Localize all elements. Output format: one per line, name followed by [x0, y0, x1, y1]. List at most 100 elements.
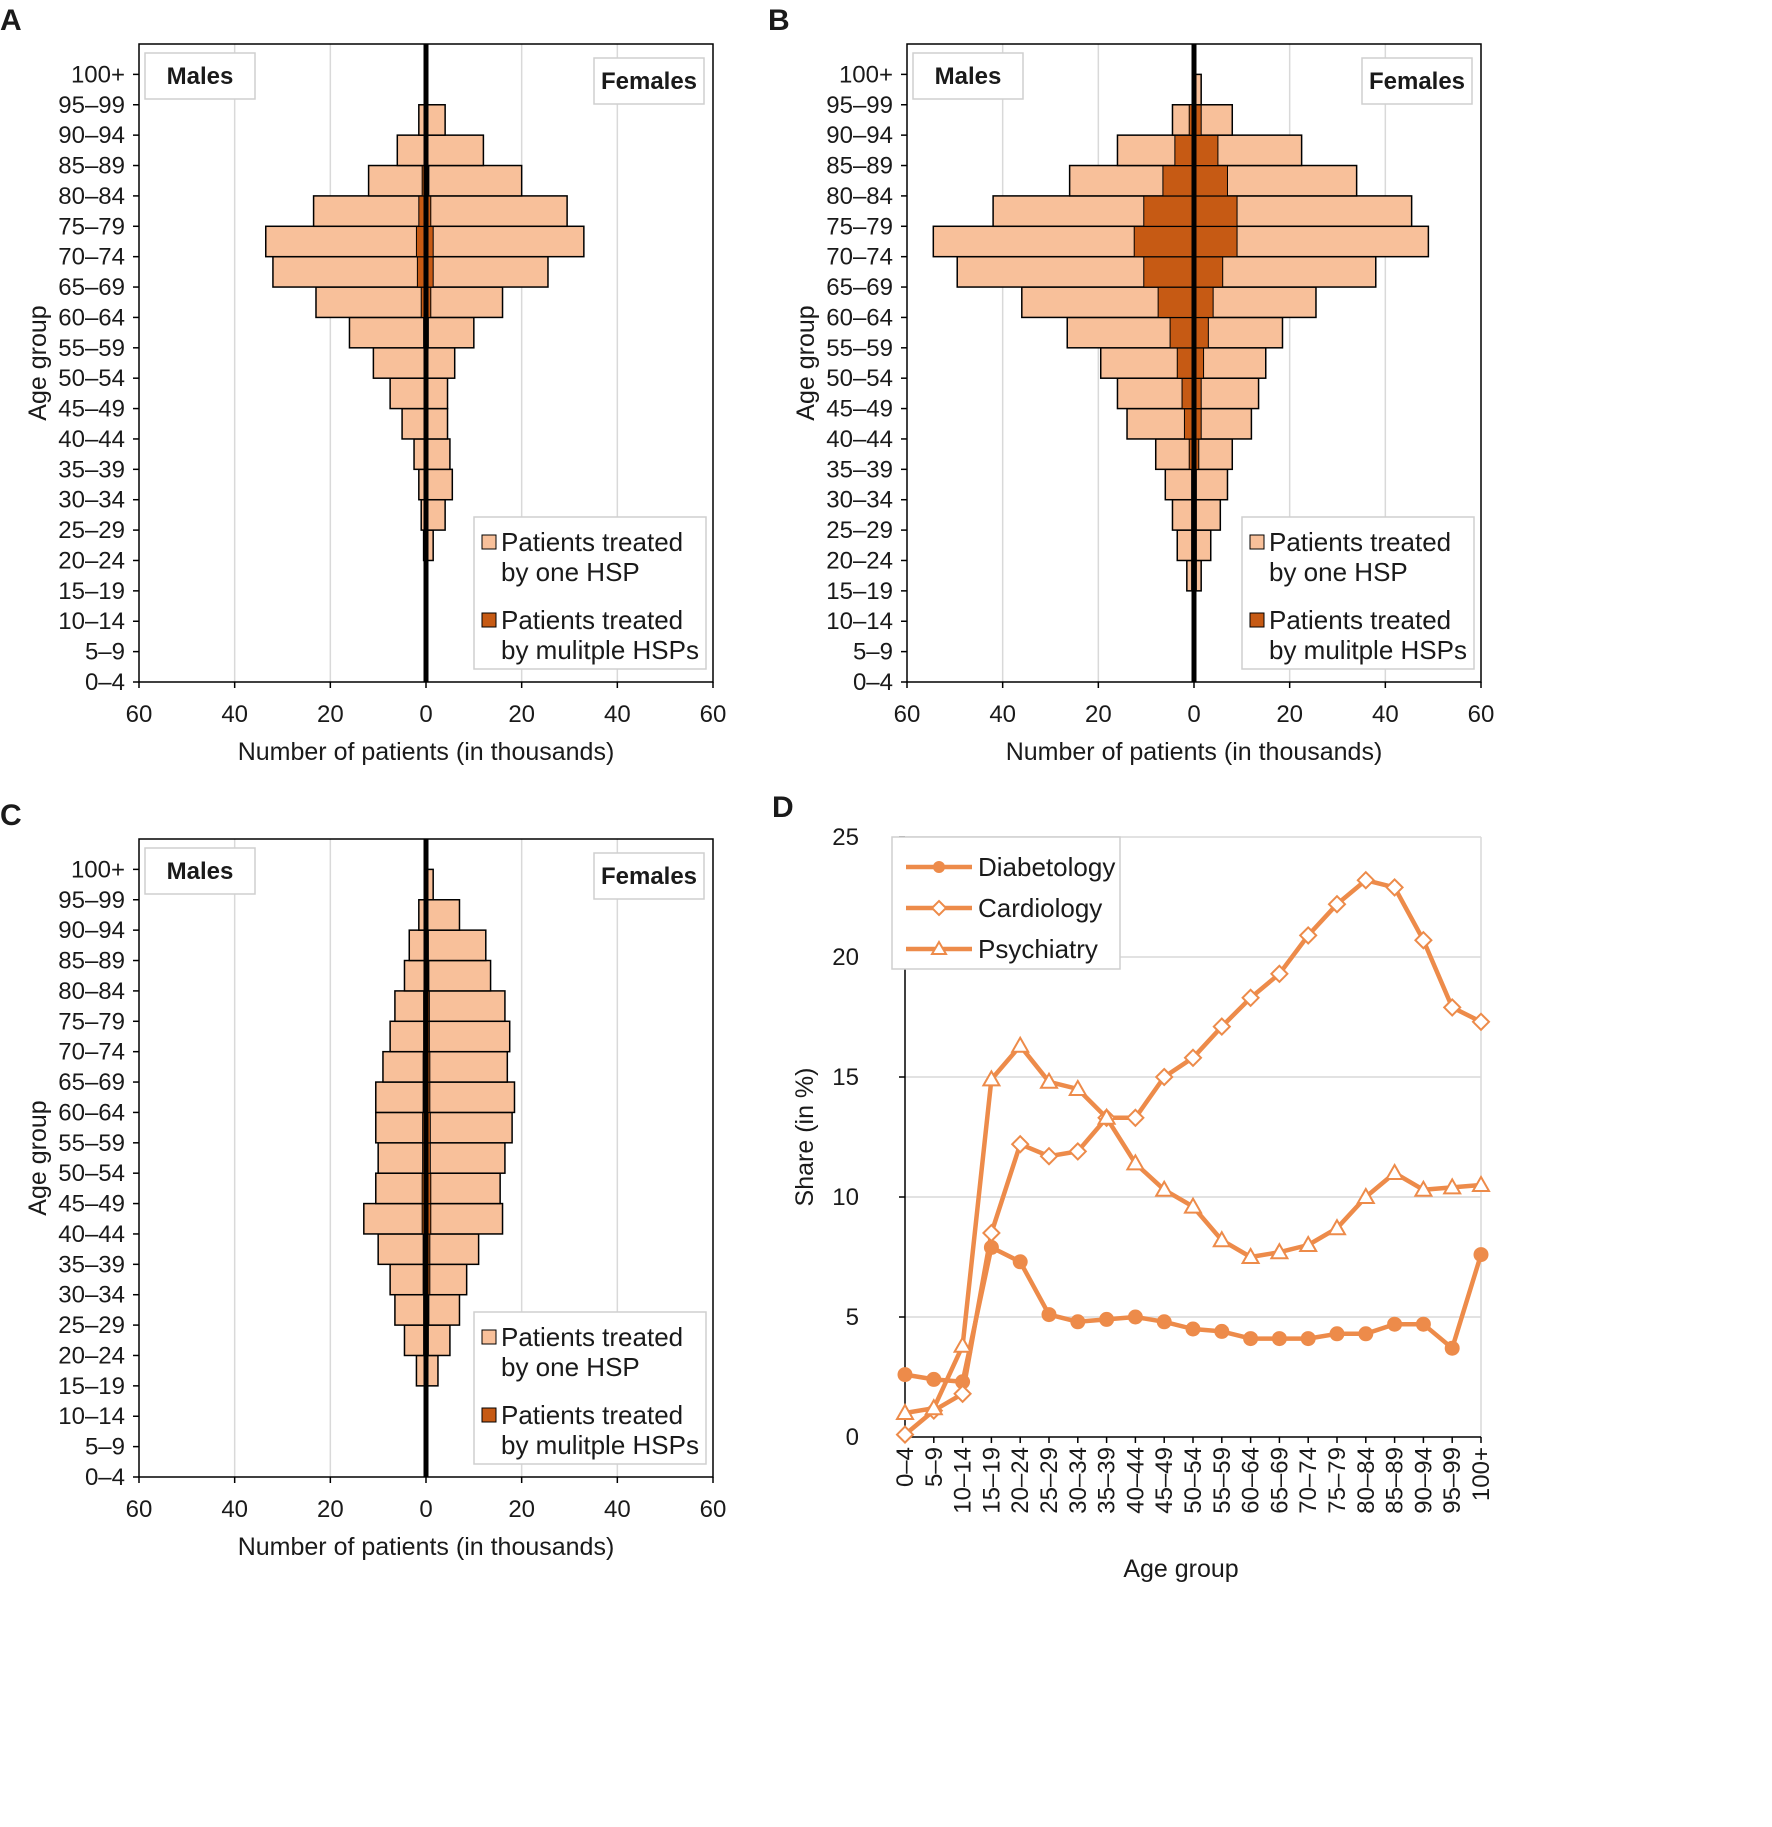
x-tick-label: 80–84	[1353, 1447, 1380, 1514]
legend-label-multiple-hsps: by mulitple HSPs	[501, 635, 699, 665]
point-cardiology	[1442, 997, 1462, 1017]
legend-label-one-hsp: by one HSP	[501, 557, 640, 587]
x-tick-label: 20–24	[1007, 1447, 1034, 1514]
bar-male-multiple-hsps	[1143, 195, 1195, 227]
legend-label-diabetology: Diabetology	[978, 852, 1115, 882]
legend-marker-psychiatry	[930, 940, 948, 955]
y-tick-label: 5–9	[853, 639, 893, 666]
y-tick-label: 100+	[71, 61, 125, 88]
y-tick-label: 10–14	[58, 1403, 125, 1430]
x-tick-label: 20	[317, 1496, 344, 1523]
bar-male-one-hsp	[375, 1172, 427, 1205]
legend-label-one-hsp: by one HSP	[1269, 557, 1408, 587]
point-cardiology	[1327, 894, 1347, 914]
bar-male-multiple-hsps	[1133, 225, 1195, 258]
y-tick-label: 85–89	[826, 153, 893, 180]
bar-female-multiple-hsps	[1193, 165, 1228, 197]
point-psychiatry	[1413, 1179, 1434, 1197]
bar-male-multiple-hsps	[1169, 316, 1195, 349]
x-tick-label: 25–29	[1036, 1447, 1063, 1514]
bar-male-multiple-hsps	[1157, 286, 1195, 318]
y-tick-label: 10–14	[826, 608, 893, 635]
x-tick-label: 60	[126, 701, 153, 728]
y-tick-label: 85–89	[58, 948, 125, 975]
point-diabetology	[1329, 1326, 1345, 1342]
x-tick-label: 0	[419, 701, 432, 728]
legend-label-one-hsp: Patients treated	[501, 527, 683, 557]
y-tick-label: 5–9	[85, 1434, 125, 1461]
bar-male-one-hsp	[396, 134, 427, 167]
panel-a: A 0–4 5–9 10–14 15–19 20–24 25–29 30–34 35–39 40–…	[0, 0, 886, 913]
bar-female-one-hsp	[425, 1172, 501, 1205]
point-diabetology	[1156, 1314, 1172, 1330]
y-tick-label: 35–39	[58, 456, 125, 483]
bar-male-one-hsp	[348, 316, 427, 349]
x-tick-label: 20	[508, 1496, 535, 1523]
bar-male-one-hsp	[403, 1324, 427, 1357]
x-tick-label: 60–64	[1238, 1447, 1265, 1514]
bar-male-one-hsp	[372, 347, 427, 379]
bar-female-multiple-hsps	[1193, 225, 1238, 258]
y-tick-label: 15–19	[826, 578, 893, 605]
y-tick-label: 75–79	[58, 213, 125, 240]
y-tick-label: 25–29	[58, 1312, 125, 1339]
males-box	[144, 52, 256, 100]
males-label: Males	[167, 63, 234, 90]
point-psychiatry	[1039, 1071, 1059, 1089]
legend-label-multiple-hsps: Patients treated	[501, 605, 683, 635]
panel-letter: D	[772, 791, 794, 824]
x-tick-label: 90–94	[1410, 1447, 1437, 1514]
point-diabetology	[897, 1367, 913, 1383]
y-tick-label: 20–24	[826, 547, 893, 574]
males-box	[912, 52, 1024, 100]
y-tick-label: 80–84	[826, 183, 893, 210]
legend-label-cardiology: Cardiology	[978, 893, 1102, 923]
x-tick-label: 10–14	[950, 1447, 977, 1514]
y-tick-label: 90–94	[826, 122, 893, 149]
bar-male-one-hsp	[367, 164, 427, 197]
legend-swatch-one-hsp	[481, 1329, 497, 1345]
legend-label-one-hsp: by one HSP	[501, 1352, 640, 1382]
y-tick-label: 90–94	[58, 122, 125, 149]
y-tick-label: 40–44	[58, 1221, 125, 1248]
bar-male-one-hsp	[389, 1263, 427, 1296]
point-psychiatry	[1269, 1242, 1290, 1260]
bar-female-one-hsp	[1193, 468, 1229, 501]
point-psychiatry	[1183, 1196, 1203, 1214]
bar-female-one-hsp	[425, 347, 456, 379]
bar-male-one-hsp	[394, 990, 427, 1023]
panel-letter: A	[0, 4, 22, 37]
legend-swatch-one-hsp	[1249, 534, 1265, 550]
y-tick-label: 90–94	[58, 917, 125, 944]
point-psychiatry	[1356, 1186, 1376, 1204]
y-tick-label: 60–64	[58, 304, 125, 331]
x-tick-label: 60	[700, 1496, 727, 1523]
bar-male-one-hsp	[382, 1050, 427, 1083]
x-tick-label: 40	[989, 701, 1016, 728]
y-tick-label: 45–49	[58, 396, 125, 423]
legend-label-psychiatry: Psychiatry	[978, 934, 1098, 964]
females-label: Females	[601, 863, 697, 890]
y-tick-label: 10	[832, 1184, 859, 1211]
legend-swatch-multiple-hsps	[1249, 612, 1265, 628]
bar-female-one-hsp	[425, 1263, 468, 1296]
panel-c: C 0–4 5–9 10–14 15–19 20–24 25–29 30–34 35–39 40–…	[0, 795, 886, 1708]
bar-female-one-hsp	[425, 255, 549, 288]
x-tick-label: 35–39	[1094, 1447, 1121, 1514]
x-axis-label: Number of patients (in thousands)	[1006, 738, 1383, 766]
y-tick-label: 70–74	[826, 244, 893, 271]
y-tick-label: 70–74	[58, 244, 125, 271]
bar-female-one-hsp	[425, 407, 449, 440]
y-tick-label: 25	[832, 824, 859, 851]
point-diabetology	[926, 1371, 942, 1387]
legend-label-multiple-hsps: Patients treated	[501, 1400, 683, 1430]
bar-female-one-hsp	[1193, 407, 1253, 440]
y-tick-label: 65–69	[58, 1069, 125, 1096]
bar-female-one-hsp	[425, 1111, 513, 1144]
x-tick-label: 75–79	[1324, 1447, 1351, 1514]
bar-male-one-hsp	[377, 1142, 427, 1174]
bar-female-one-hsp	[425, 1050, 509, 1083]
x-tick-label: 100+	[1468, 1447, 1495, 1501]
chart-svg-d: D 0 5 10 15 20 25 0–4 5–9 10–14 15–19 20–24 25–29 30–…	[772, 791, 1495, 1583]
y-tick-label: 20	[832, 944, 859, 971]
